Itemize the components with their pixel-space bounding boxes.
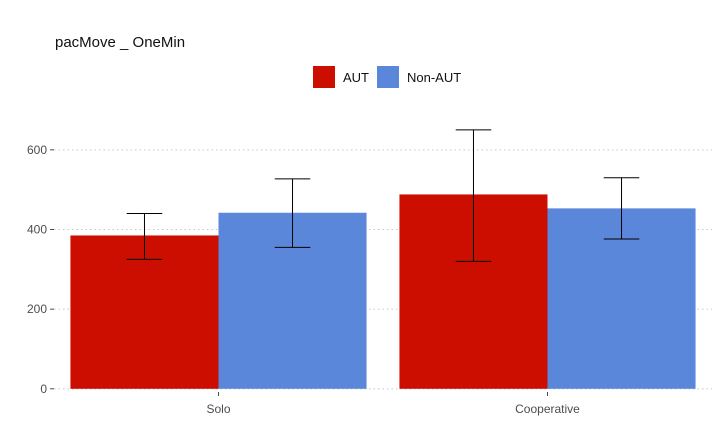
legend-swatch-aut <box>313 66 335 88</box>
error-bar-aut-solo <box>126 213 163 260</box>
x-tick-label-cooperative: Cooperative <box>515 402 580 416</box>
error-bar-non-aut-solo <box>274 178 311 248</box>
y-tick-label: 0 <box>40 382 47 396</box>
legend-swatch-non-aut <box>377 66 399 88</box>
legend-label-aut: AUT <box>343 70 369 85</box>
x-axis: Solo Cooperative <box>206 392 580 416</box>
error-bars <box>126 129 640 262</box>
chart-title: pacMove _ OneMin <box>55 34 185 51</box>
x-tick-label-solo: Solo <box>206 402 230 416</box>
y-axis: 0 200 400 600 <box>27 143 54 396</box>
y-tick-label: 600 <box>27 143 47 157</box>
bar-aut-solo <box>70 235 219 389</box>
error-bar-aut-cooperative <box>455 129 492 262</box>
error-bar-non-aut-cooperative <box>603 177 640 240</box>
legend: AUT Non-AUT <box>313 66 461 88</box>
y-tick-label: 400 <box>27 222 47 236</box>
legend-label-non-aut: Non-AUT <box>407 70 461 85</box>
y-tick-label: 200 <box>27 302 47 316</box>
bars <box>70 194 696 389</box>
grid <box>54 149 712 390</box>
